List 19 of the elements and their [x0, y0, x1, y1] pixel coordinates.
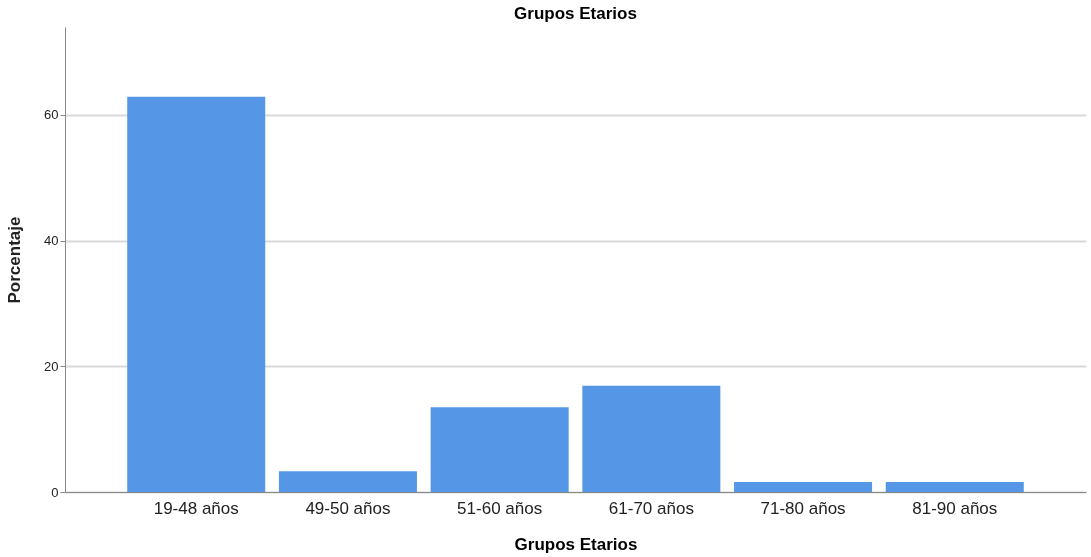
x-tick-label: 61-70 años: [608, 498, 694, 518]
y-tick-label: 0: [51, 484, 59, 500]
bar: [430, 407, 569, 492]
x-tick-label: 71-80 años: [760, 498, 846, 518]
bar: [278, 471, 417, 492]
bar: [127, 96, 266, 492]
y-tick-label: 20: [44, 358, 59, 374]
y-axis-title: Porcentaje: [5, 216, 25, 304]
x-tick-label: 51-60 años: [457, 498, 543, 518]
bar: [582, 385, 721, 492]
bar: [885, 481, 1024, 492]
chart-title: Grupos Etarios: [514, 4, 637, 23]
bar: [734, 481, 873, 492]
x-axis-title: Grupos Etarios: [514, 534, 638, 554]
x-tick-label: 81-90 años: [912, 498, 998, 518]
x-tick-label: 19-48 años: [153, 498, 239, 518]
x-tick-label: 49-50 años: [305, 498, 391, 518]
y-tick-label: 60: [44, 107, 59, 123]
y-tick-label: 40: [44, 233, 59, 249]
